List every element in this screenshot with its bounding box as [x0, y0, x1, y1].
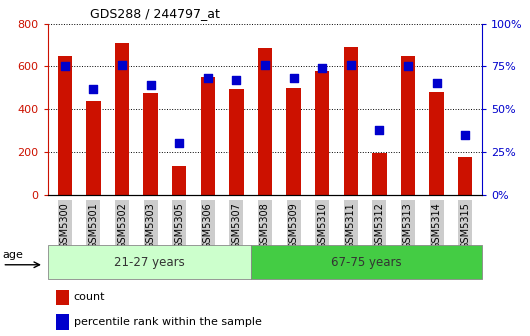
Point: [347, 62, 355, 67]
Bar: [48, 245, 251, 279]
Bar: [229, 89, 244, 195]
Text: GDS288 / 244797_at: GDS288 / 244797_at: [90, 7, 220, 20]
Bar: [115, 43, 129, 195]
Text: count: count: [74, 292, 105, 302]
Point: [118, 62, 126, 67]
Point: [318, 66, 326, 71]
Bar: [58, 56, 72, 195]
Bar: [172, 166, 187, 195]
Text: 21-27 years: 21-27 years: [114, 256, 184, 268]
Bar: [286, 88, 301, 195]
Point: [89, 86, 98, 91]
Bar: [144, 93, 158, 195]
Point: [375, 127, 384, 132]
Bar: [86, 101, 101, 195]
Point: [432, 81, 441, 86]
Bar: [258, 48, 272, 195]
Point: [289, 76, 298, 81]
Bar: [458, 157, 472, 195]
Bar: [343, 47, 358, 195]
Point: [175, 141, 183, 146]
Point: [232, 77, 241, 83]
Text: age: age: [2, 250, 23, 260]
Point: [146, 83, 155, 88]
Point: [204, 76, 212, 81]
Bar: [429, 92, 444, 195]
Point: [60, 64, 69, 69]
Bar: [401, 56, 415, 195]
Text: percentile rank within the sample: percentile rank within the sample: [74, 317, 262, 327]
Point: [261, 62, 269, 67]
Bar: [56, 314, 68, 330]
Bar: [201, 77, 215, 195]
Point: [404, 64, 412, 69]
Bar: [56, 290, 68, 305]
Bar: [315, 71, 329, 195]
Bar: [372, 153, 386, 195]
Point: [461, 132, 470, 138]
Text: 67-75 years: 67-75 years: [331, 256, 402, 268]
Bar: [251, 245, 482, 279]
